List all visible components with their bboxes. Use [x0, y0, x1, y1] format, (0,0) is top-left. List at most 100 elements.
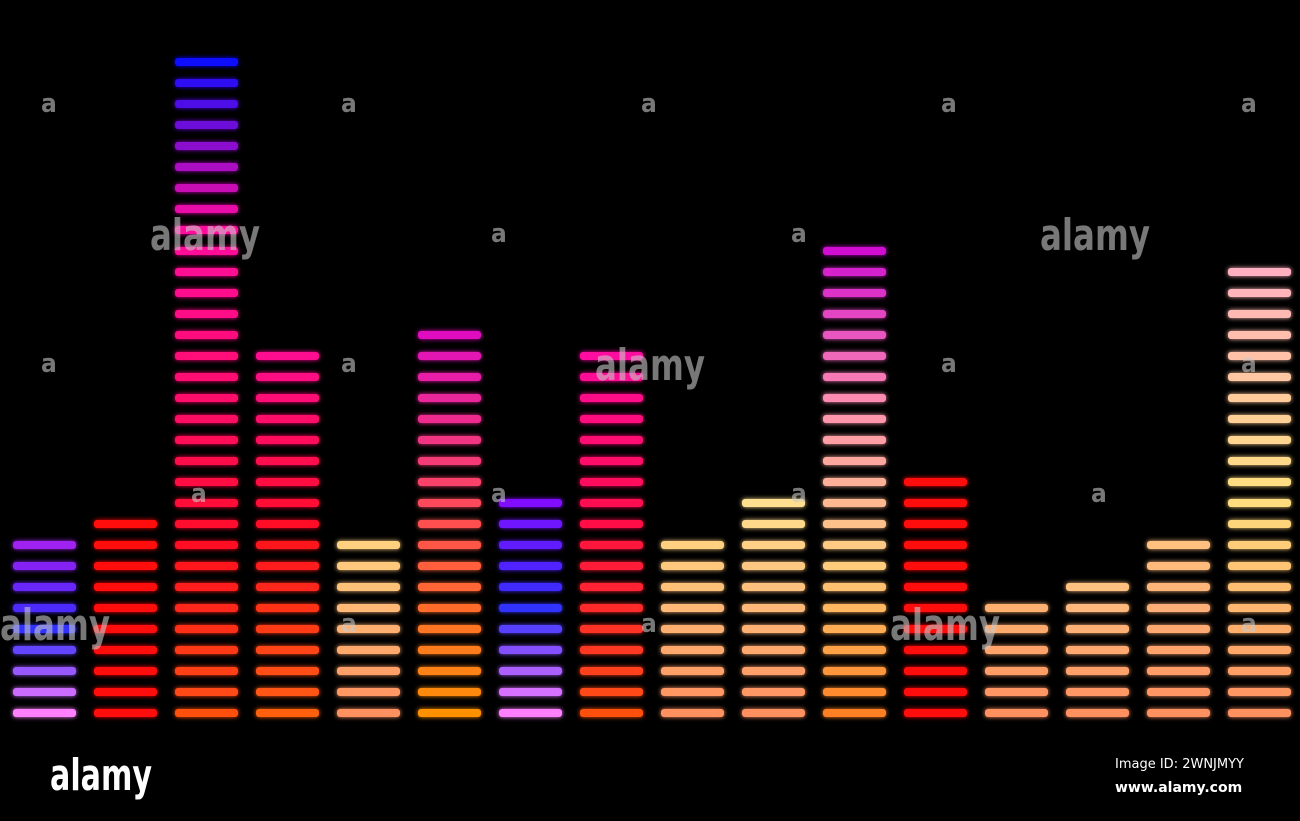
level-segment: [175, 415, 238, 423]
level-segment: [337, 625, 400, 633]
level-segment: [1228, 562, 1291, 570]
level-segment: [742, 667, 805, 675]
level-segment: [499, 520, 562, 528]
watermark-mark: a: [1091, 479, 1107, 509]
watermark-logo: alamy: [890, 600, 1000, 651]
level-segment: [823, 646, 886, 654]
level-segment: [823, 373, 886, 381]
level-segment: [256, 373, 319, 381]
level-segment: [175, 142, 238, 150]
level-segment: [1066, 625, 1129, 633]
level-segment: [94, 688, 157, 696]
level-segment: [1228, 625, 1291, 633]
watermark-mark: a: [341, 609, 357, 639]
equalizer-column: [94, 520, 157, 717]
equalizer-column: [256, 352, 319, 717]
watermark-mark: a: [41, 89, 57, 119]
level-segment: [256, 457, 319, 465]
level-segment: [256, 478, 319, 486]
level-segment: [418, 457, 481, 465]
level-segment: [661, 583, 724, 591]
level-segment: [256, 646, 319, 654]
level-segment: [823, 289, 886, 297]
level-segment: [1147, 667, 1210, 675]
watermark-logo: alamy: [595, 340, 705, 391]
level-segment: [823, 562, 886, 570]
level-segment: [742, 688, 805, 696]
level-segment: [256, 541, 319, 549]
level-segment: [742, 562, 805, 570]
level-segment: [418, 373, 481, 381]
level-segment: [256, 436, 319, 444]
level-segment: [1228, 289, 1291, 297]
level-segment: [256, 499, 319, 507]
watermark-logo: alamy: [0, 600, 110, 651]
level-segment: [580, 688, 643, 696]
level-segment: [580, 562, 643, 570]
level-segment: [418, 709, 481, 717]
level-segment: [94, 625, 157, 633]
level-segment: [1228, 394, 1291, 402]
level-segment: [13, 583, 76, 591]
level-segment: [175, 541, 238, 549]
level-segment: [823, 709, 886, 717]
level-segment: [337, 541, 400, 549]
watermark-mark: a: [941, 349, 957, 379]
level-segment: [94, 520, 157, 528]
level-segment: [580, 352, 643, 360]
level-segment: [175, 79, 238, 87]
level-segment: [904, 667, 967, 675]
level-segment: [418, 667, 481, 675]
level-segment: [661, 646, 724, 654]
level-segment: [742, 625, 805, 633]
level-segment: [1228, 541, 1291, 549]
level-segment: [904, 625, 967, 633]
level-segment: [661, 625, 724, 633]
level-segment: [418, 583, 481, 591]
level-segment: [904, 520, 967, 528]
level-segment: [904, 562, 967, 570]
level-segment: [1147, 562, 1210, 570]
level-segment: [1228, 436, 1291, 444]
level-segment: [742, 604, 805, 612]
equalizer-column: [499, 499, 562, 717]
level-segment: [94, 709, 157, 717]
level-segment: [13, 541, 76, 549]
level-segment: [1228, 520, 1291, 528]
level-segment: [904, 709, 967, 717]
level-segment: [742, 499, 805, 507]
equalizer-column: [1147, 541, 1210, 717]
level-segment: [1066, 646, 1129, 654]
level-segment: [337, 646, 400, 654]
level-segment: [499, 688, 562, 696]
level-segment: [742, 646, 805, 654]
level-segment: [823, 604, 886, 612]
level-segment: [1228, 688, 1291, 696]
level-segment: [418, 499, 481, 507]
level-segment: [1147, 604, 1210, 612]
watermark-mark: a: [1241, 609, 1257, 639]
level-segment: [1228, 457, 1291, 465]
watermark-mark: a: [791, 479, 807, 509]
level-segment: [175, 268, 238, 276]
level-segment: [661, 541, 724, 549]
level-segment: [256, 583, 319, 591]
level-segment: [13, 604, 76, 612]
level-segment: [823, 499, 886, 507]
level-segment: [1066, 667, 1129, 675]
level-segment: [175, 688, 238, 696]
watermark-logo: alamy: [150, 210, 260, 261]
level-segment: [418, 604, 481, 612]
watermark-mark: a: [341, 89, 357, 119]
level-segment: [1147, 646, 1210, 654]
level-segment: [985, 604, 1048, 612]
level-segment: [1066, 688, 1129, 696]
equalizer-column: [742, 499, 805, 717]
level-segment: [985, 709, 1048, 717]
level-segment: [418, 541, 481, 549]
level-segment: [499, 604, 562, 612]
watermark-mark: a: [191, 479, 207, 509]
watermarks: alamy alamy alamy alamy alamy a a a a a a a a a a a a a a a…: [0, 89, 1257, 651]
level-segment: [1147, 688, 1210, 696]
